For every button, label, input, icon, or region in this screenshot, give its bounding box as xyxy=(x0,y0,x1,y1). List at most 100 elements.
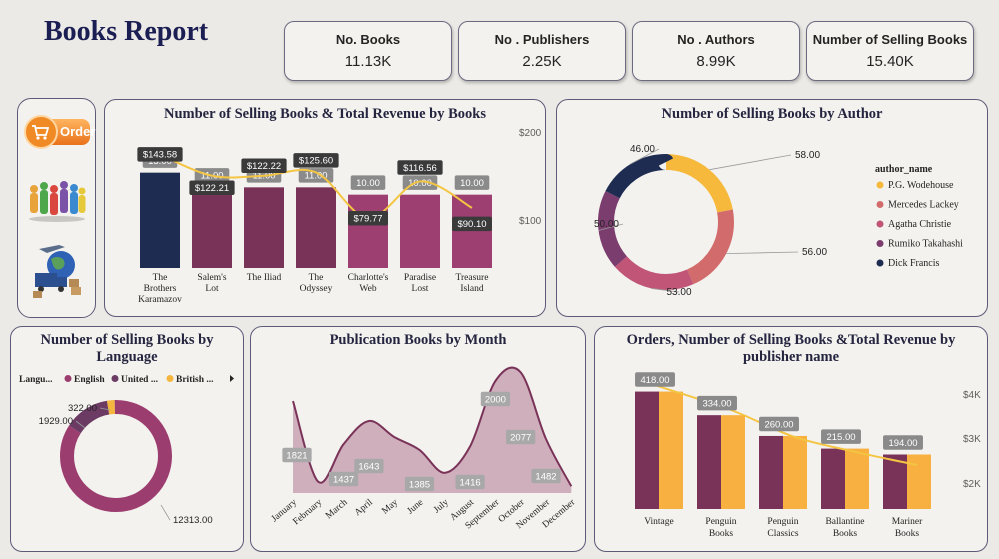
month-value-label: 2077 xyxy=(510,432,531,443)
kpi-card-selling-books: Number of Selling Books 15.40K xyxy=(806,21,974,81)
author-value-label: 50.00 xyxy=(594,219,619,230)
author-value-label: 56.00 xyxy=(802,247,827,258)
selling-books-bar xyxy=(783,435,807,509)
order-button[interactable]: Order xyxy=(24,113,96,151)
revenue-value-bg xyxy=(137,147,183,162)
book-bar-value-bg xyxy=(402,175,438,190)
language-legend-title: Langu... xyxy=(19,375,53,385)
month-axis-label: February xyxy=(292,497,325,527)
author-value-label: 46.00 xyxy=(630,144,655,155)
logistics-globe-icon[interactable] xyxy=(27,239,87,301)
language-legend-label: United ... xyxy=(121,375,158,385)
kpi-label: Number of Selling Books xyxy=(812,32,968,47)
book-category-label: The Iliad xyxy=(247,273,282,283)
kpi-card-publishers: No . Publishers 2.25K xyxy=(458,21,626,81)
month-chart-card: Publication Books by Month 1821 1437 1643 1… xyxy=(250,326,586,552)
book-category-label: The Odyssey xyxy=(300,273,333,294)
book-category-label: The Brothers Karamazov xyxy=(138,273,182,305)
publisher-bar-value: 260.00 xyxy=(764,419,793,430)
nav-panel: Order xyxy=(17,98,96,318)
author-legend-marker xyxy=(876,220,884,228)
publisher-category-label: Ballantine Books xyxy=(825,517,864,539)
language-leader-line xyxy=(160,504,171,521)
publisher-chart-title: Orders, Number of Selling Books &Total R… xyxy=(626,332,956,365)
language-legend-label: British ... xyxy=(176,375,213,385)
revenue-value: $122.21 xyxy=(195,183,229,194)
kpi-value: 15.40K xyxy=(866,53,914,70)
publisher-bar-value: 418.00 xyxy=(640,375,669,386)
book-bar xyxy=(192,187,232,268)
month-axis-label: March xyxy=(324,497,350,521)
publisher-chart: Vintage Penguin Books Penguin Classics Ballan… xyxy=(635,372,981,539)
book-bar xyxy=(452,194,492,268)
author-leader-line xyxy=(709,154,792,171)
publisher-bar-value: 334.00 xyxy=(702,398,731,409)
language-value-label: 1929.00 xyxy=(39,416,73,427)
month-value-label: 1385 xyxy=(409,479,430,490)
publisher-category-label: Penguin Books xyxy=(705,517,736,539)
publisher-bar-value-bg xyxy=(821,429,861,444)
kpi-label: No. Books xyxy=(335,32,401,47)
kpi-value: 2.25K xyxy=(522,53,562,70)
revenue-value: $143.58 xyxy=(143,150,177,161)
publisher-bar-value-bg xyxy=(883,435,923,450)
order-button-label: Order xyxy=(60,124,96,139)
author-legend-marker xyxy=(876,201,884,208)
y2-tick: $100 xyxy=(519,216,542,227)
book-bar xyxy=(244,187,284,268)
month-value-label: 1437 xyxy=(333,474,354,485)
publisher-chart-card: Orders, Number of Selling Books &Total R… xyxy=(594,326,988,552)
author-slice xyxy=(598,154,734,290)
orders-bar xyxy=(635,391,659,509)
author-leader-line xyxy=(651,288,680,293)
language-chart: Langu... English United ... British ... 1231… xyxy=(19,375,234,526)
month-value-label-bg xyxy=(531,468,561,484)
language-legend-marker xyxy=(111,375,119,382)
author-leader-line xyxy=(630,148,660,165)
page-title: Books Report xyxy=(44,16,209,47)
y2-tick: $200 xyxy=(519,128,542,139)
book-bar-value: 10.00 xyxy=(356,178,380,189)
book-bar-value: 10.00 xyxy=(408,178,432,189)
publisher-category-label: Mariner Books xyxy=(892,517,923,539)
month-value-label: 1482 xyxy=(535,471,556,482)
kpi-card-authors: No . Authors 8.99K xyxy=(632,21,800,81)
language-legend-marker xyxy=(64,375,72,382)
month-value-label-bg xyxy=(282,447,312,463)
author-legend-label: Rumiko Takahashi xyxy=(888,239,963,250)
language-legend-label: English xyxy=(74,375,105,385)
book-bar-value: 11.00 xyxy=(304,171,327,182)
kpi-value: 11.13K xyxy=(344,53,392,70)
month-value-label-bg xyxy=(506,429,536,445)
book-category-label: Salem's Lot xyxy=(197,273,226,294)
kpi-label: No . Publishers xyxy=(494,32,590,47)
book-bar-value-bg xyxy=(454,175,490,190)
publisher-bar-value-bg xyxy=(635,372,675,387)
revenue-value-bg xyxy=(293,153,339,168)
author-chart: 58.00 56.00 53.00 50.00 46.00 author_name P.G.… xyxy=(594,144,963,298)
language-leader-line xyxy=(99,407,111,411)
language-legend-marker xyxy=(166,375,174,382)
books-chart-title: Number of Selling Books & Total Revenue … xyxy=(163,106,486,122)
book-bar xyxy=(296,187,336,268)
language-chart-card: Number of Selling Books by Language Lang… xyxy=(10,326,244,552)
revenue-value: $116.56 xyxy=(403,163,437,174)
month-line xyxy=(292,366,573,487)
revenue-value: $125.60 xyxy=(299,156,333,167)
language-slice xyxy=(60,400,172,512)
publisher-bar-value: 215.00 xyxy=(826,432,855,443)
y2-tick: $2K xyxy=(963,479,981,490)
revenue-line xyxy=(159,153,473,220)
orders-bar xyxy=(697,415,721,509)
author-slice xyxy=(598,154,734,290)
month-axis-label: April xyxy=(353,497,375,518)
people-crowd-icon[interactable] xyxy=(26,177,88,225)
selling-books-bar xyxy=(721,415,745,509)
month-value-label: 2000 xyxy=(485,394,506,405)
author-legend-label: Dick Francis xyxy=(888,258,939,269)
author-leader-line xyxy=(726,251,799,255)
selling-books-bar xyxy=(845,448,869,509)
books-chart-card: Number of Selling Books & Total Revenue … xyxy=(104,99,546,317)
publisher-category-label: Penguin Classics xyxy=(767,517,798,539)
